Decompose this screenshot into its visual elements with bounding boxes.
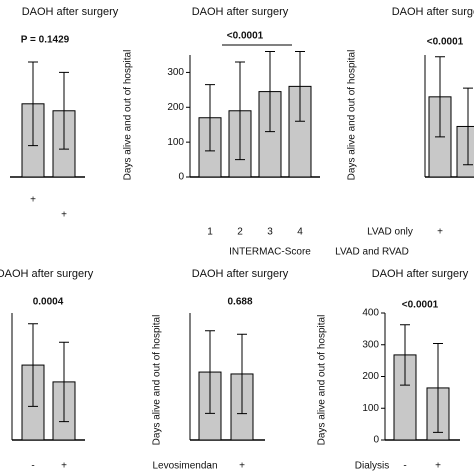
y-tick-label: 0 (373, 435, 379, 446)
y-tick-label: 200 (167, 102, 184, 113)
category-label: + (437, 227, 443, 238)
category-label: - (403, 461, 406, 472)
p-value: P = 0.1429 (21, 35, 70, 46)
error-bar (463, 87, 473, 166)
panel-title: DAOH after surgery (22, 6, 119, 18)
category-label: + (61, 461, 67, 472)
error-bar (205, 330, 215, 414)
y-axis-label: Days alive and out of hospital (347, 50, 358, 181)
row-label: LVAD and RVAD (335, 247, 409, 258)
category-label: - (31, 461, 34, 472)
category-label: - (208, 461, 211, 472)
error-bar (295, 51, 305, 122)
category-label: + (435, 461, 441, 472)
panel-title: DAOH after surgery (192, 268, 289, 280)
y-tick-label: 100 (167, 137, 184, 148)
error-bar (433, 342, 443, 433)
p-value: <0.0001 (402, 300, 439, 311)
p-value: <0.0001 (227, 31, 264, 42)
bar (456, 125, 474, 178)
error-bar (205, 84, 215, 152)
p-value: 0.0004 (33, 297, 64, 308)
error-bar (400, 324, 410, 386)
x-axis-label: INTERMAC-Score (229, 247, 311, 258)
panel-title: DAOH after surgery (192, 6, 289, 18)
y-tick-label: 300 (362, 339, 379, 350)
y-tick-label: 300 (167, 67, 184, 78)
error-bar (235, 61, 245, 161)
error-bar (237, 333, 247, 415)
category-label: + (239, 461, 245, 472)
row-label: LVAD only (367, 227, 413, 238)
error-bar (28, 61, 38, 147)
category-label: 2 (237, 227, 243, 238)
p-value: <0.0001 (427, 37, 464, 48)
category-label: 3 (267, 227, 273, 238)
error-bar (435, 56, 445, 138)
category-label: + (30, 195, 36, 206)
y-axis-label: Days alive and out of hospital (152, 315, 163, 446)
x-axis-label: Dialysis (355, 461, 389, 472)
error-bar (59, 71, 69, 150)
panel-title: DAOH after surgery (392, 6, 474, 18)
error-bar (28, 323, 38, 407)
y-tick-label: 200 (362, 371, 379, 382)
x-axis-label: Levosimendan (152, 461, 217, 472)
y-axis-label: Days alive and out of hospital (123, 50, 134, 181)
error-bar (59, 341, 69, 423)
panel-title: DAOH after surgery (372, 268, 469, 280)
category-label: 1 (207, 227, 213, 238)
error-bar (265, 51, 275, 133)
y-tick-label: 100 (362, 403, 379, 414)
p-value: 0.688 (227, 297, 252, 308)
y-tick-label: 0 (178, 172, 184, 183)
category-label: 4 (297, 227, 303, 238)
y-tick-label: 400 (362, 308, 379, 319)
category-label: + (61, 210, 67, 221)
panel-title: DAOH after surgery (0, 268, 94, 280)
y-axis-label: Days alive and out of hospital (317, 315, 328, 446)
